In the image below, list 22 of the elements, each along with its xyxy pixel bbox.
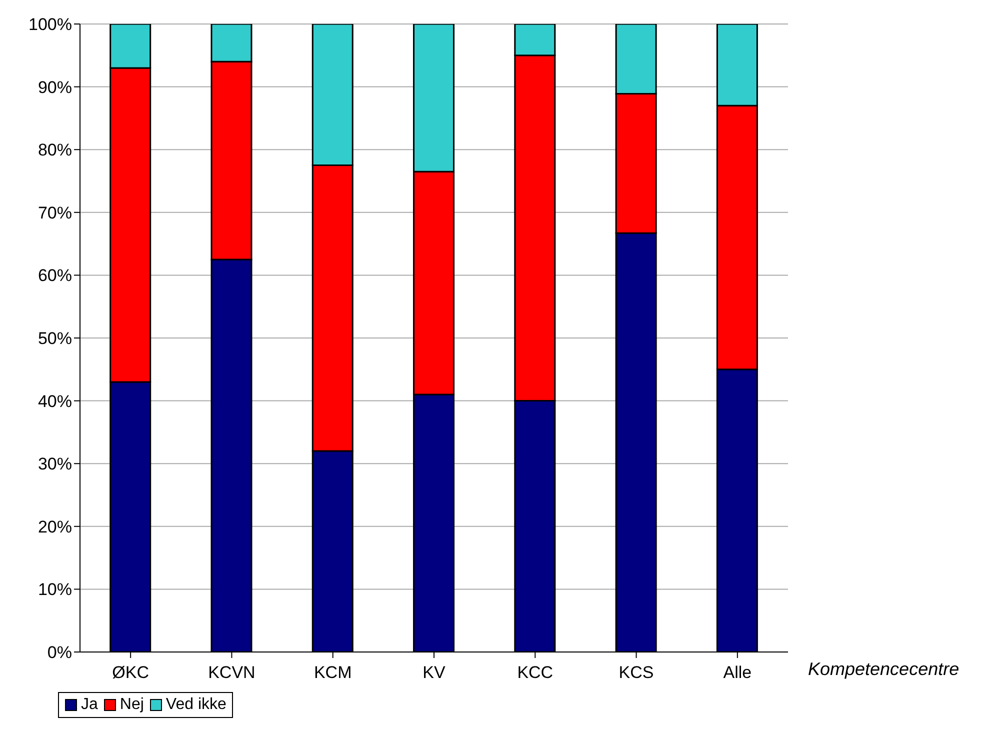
y-tick-label: 70%	[38, 203, 72, 222]
y-tick-label: 50%	[38, 329, 72, 348]
x-tick-label: KCVN	[208, 663, 256, 682]
y-tick-label: 80%	[38, 140, 72, 160]
x-tick-label: KCM	[314, 663, 352, 682]
x-tick-label: KCC	[517, 663, 554, 682]
y-tick-label: 60%	[38, 266, 72, 286]
y-tick-label: 90%	[38, 78, 72, 97]
y-tick-label: 20%	[38, 517, 72, 536]
x-tick-label: Alle	[723, 663, 752, 682]
legend-label: Nej	[118, 696, 144, 714]
x-tick-label: ØKC	[112, 663, 149, 682]
x-tick-label: KCS	[618, 663, 654, 682]
y-tick-label: 100%	[28, 15, 72, 34]
y-tick-label: 0%	[47, 643, 72, 662]
x-axis-title: Kompetencecentre	[808, 659, 960, 680]
legend-label: Ja	[80, 696, 98, 714]
legend-label: Ved ikke	[164, 696, 226, 714]
y-tick-label: 10%	[38, 580, 72, 600]
y-tick-label: 40%	[38, 392, 72, 411]
y-tick-label: 30%	[38, 454, 72, 474]
x-tick-label: KV	[422, 663, 446, 682]
